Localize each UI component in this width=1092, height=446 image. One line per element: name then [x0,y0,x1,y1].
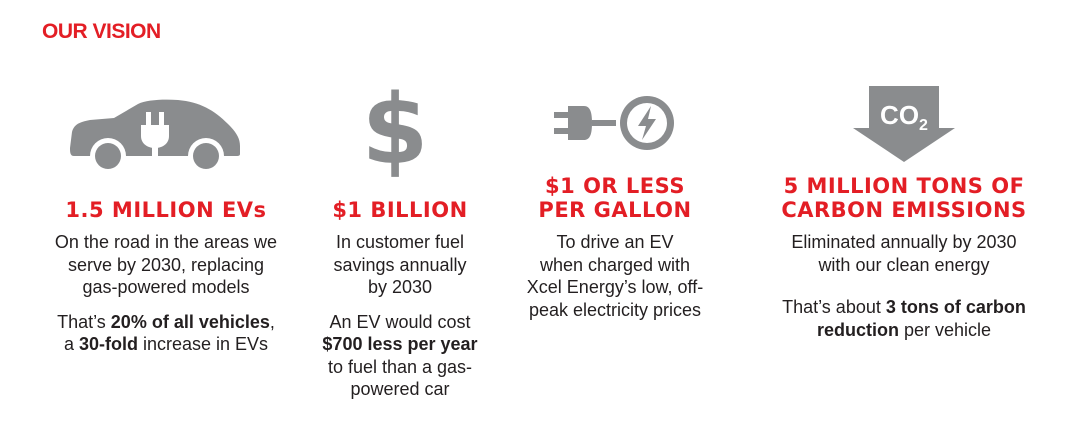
column-body: On the road in the areas we serve by 203… [26,231,306,356]
stat-line: $700 less per year [305,333,495,356]
body-line: when charged with [539,254,691,275]
body-line: serve by 2030, replacing [67,254,265,275]
headline: 5 MILLION TONS OF [783,174,1025,198]
body-line: On the road in the areas we [54,232,278,252]
dollar-sign-icon: $ [361,74,429,186]
column-body: Eliminated annually by 2030 with our cle… [754,231,1054,341]
stat-highlight: 20% of all vehicles [110,311,270,332]
headline: CARBON EMISSIONS [781,198,1027,222]
stat-line: a 30-fold increase in EVs [63,334,269,354]
stat-line: powered car [350,379,450,399]
page-title: OUR VISION [42,20,161,43]
headline: $1 OR LESS [545,174,685,198]
stat-highlight: reduction [816,319,899,340]
plug-lightning-icon [554,96,674,150]
headline: 1.5 MILLION EVs [65,198,267,222]
body-line: Xcel Energy’s low, off- [526,277,704,297]
headline: $1 BILLION [332,198,468,222]
ev-car-plug-icon [70,99,240,174]
body-line: with our clean energy [818,254,990,275]
column-body: In customer fuel savings annually by 203… [305,231,495,401]
co2-label: CO2 [880,100,928,135]
body-line: gas-powered models [82,277,250,297]
body-line: To drive an EV [556,232,674,252]
stat-line: to fuel than a gas- [327,356,473,377]
stat-highlight: $700 less per year [322,334,478,354]
stat-highlight: 30-fold [78,334,138,354]
headline: PER GALLON [538,198,692,222]
column-body: To drive an EV when charged with Xcel En… [505,231,725,321]
stat-line: An EV would cost [329,311,471,332]
stat-line: That’s about 3 tons of carbon [782,297,1026,317]
body-line: Eliminated annually by 2030 [791,232,1017,252]
body-line: savings annually [333,254,467,275]
body-line: by 2030 [367,277,433,297]
stat-line: reduction per vehicle [816,319,992,340]
stat-highlight: 3 tons of carbon [885,297,1026,317]
stat-line: That’s 20% of all vehicles, [57,311,275,332]
body-line: In customer fuel [335,232,465,252]
co2-down-arrow-icon [853,86,955,162]
body-line: peak electricity prices [528,299,702,320]
